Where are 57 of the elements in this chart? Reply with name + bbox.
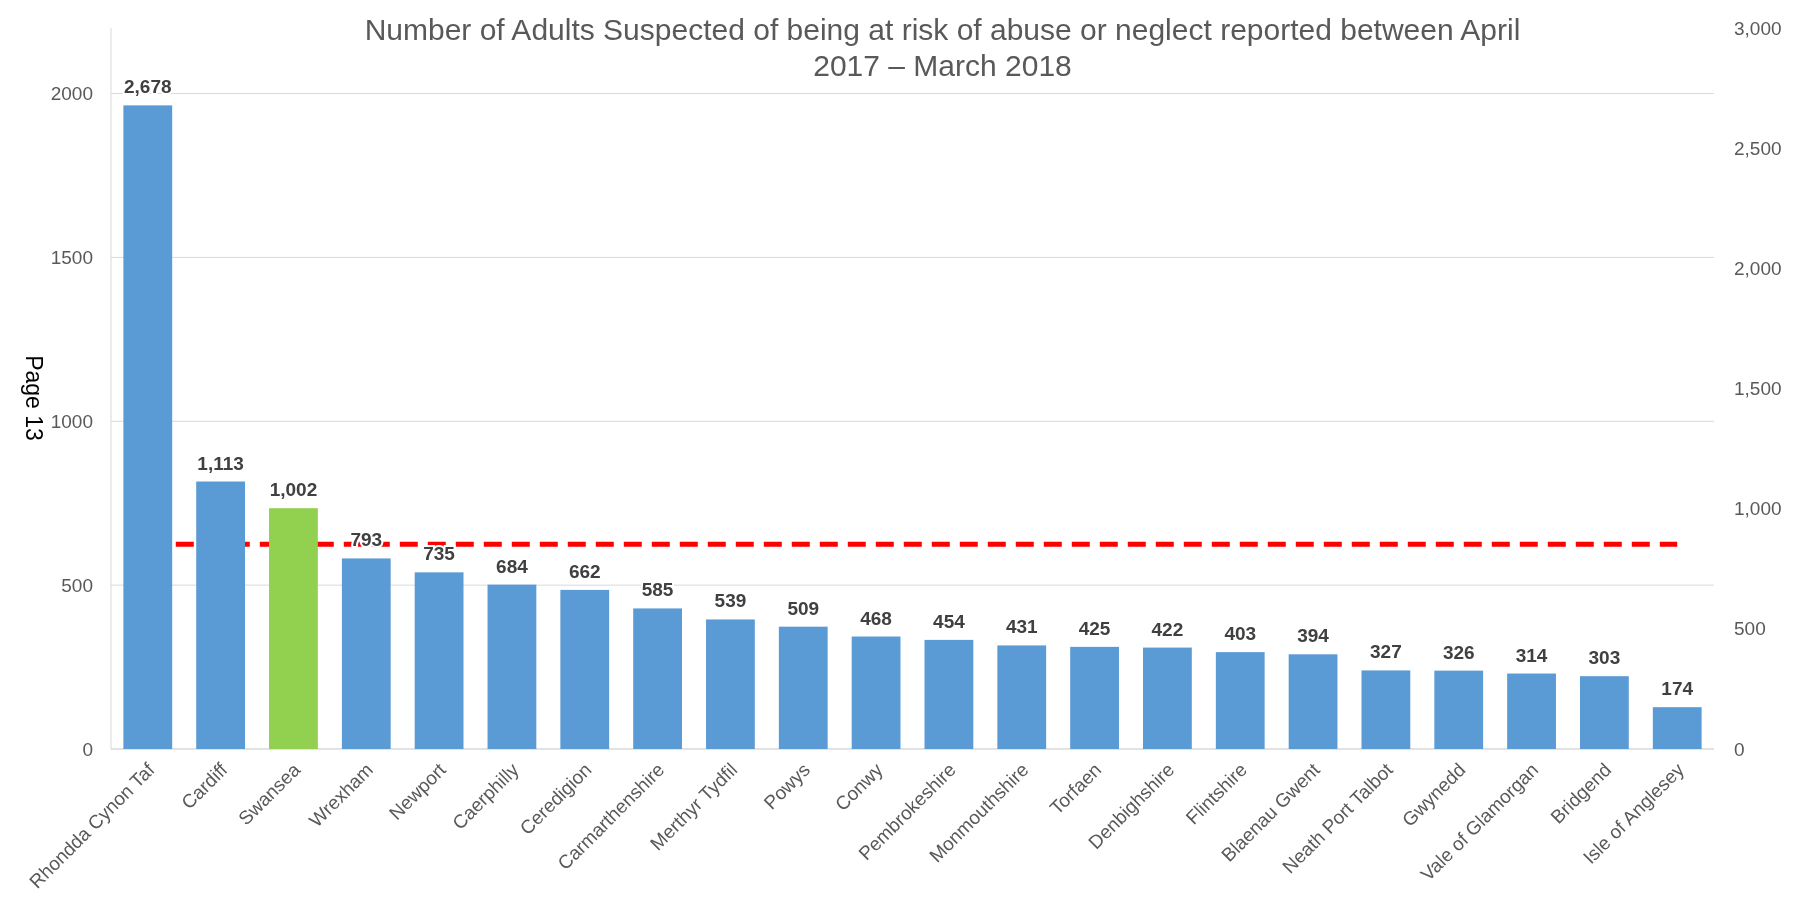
data-label: 174 — [1661, 678, 1694, 700]
data-label: 403 — [1224, 623, 1257, 645]
y2-tick-label: 1,500 — [1734, 378, 1782, 400]
bar — [196, 481, 246, 749]
data-label: 314 — [1515, 644, 1548, 666]
data-label: 509 — [787, 597, 820, 619]
y-tick-label: 500 — [61, 574, 93, 596]
bar — [1579, 676, 1629, 749]
data-label: 425 — [1078, 617, 1111, 639]
data-label: 303 — [1588, 647, 1621, 669]
data-label: 662 — [568, 560, 601, 582]
bar — [778, 626, 828, 749]
bar — [1434, 670, 1484, 749]
bar — [414, 572, 464, 749]
y-tick-label: 1000 — [50, 410, 93, 432]
bar — [1070, 646, 1119, 749]
data-label: 422 — [1151, 618, 1184, 640]
bar — [1507, 673, 1556, 749]
data-label: 539 — [714, 590, 747, 612]
data-label: 1,113 — [197, 452, 244, 474]
bar — [706, 619, 755, 749]
data-label: 326 — [1442, 641, 1475, 663]
y-tick-label: 1500 — [50, 247, 93, 269]
data-label: 431 — [1005, 616, 1039, 638]
bar — [1652, 707, 1702, 749]
bar — [269, 508, 318, 749]
data-label: 585 — [641, 579, 674, 601]
bar — [123, 105, 173, 749]
data-label: 684 — [496, 555, 529, 577]
y2-tick-label: 0 — [1734, 738, 1745, 760]
text: Page 13 — [21, 355, 47, 441]
bar — [1143, 647, 1192, 749]
y2-tick-label: 3,000 — [1734, 17, 1782, 39]
bar — [560, 589, 610, 749]
y-tick-label: 0 — [82, 738, 93, 760]
y2-tick-label: 500 — [1734, 618, 1766, 640]
chart-title: Number of Adults Suspected of being at risk of abuse or neglect reported between April 2017 – March 2018 — [364, 13, 1521, 82]
bar — [997, 645, 1047, 749]
data-label: 394 — [1297, 625, 1330, 647]
data-label: 2,678 — [124, 76, 172, 98]
y2-tick-label: 1,000 — [1734, 498, 1782, 520]
y2-tick-label: 2,500 — [1734, 137, 1782, 159]
data-label: 735 — [423, 543, 456, 565]
bar — [633, 608, 682, 749]
bar — [341, 558, 391, 749]
bar — [851, 636, 901, 749]
bar — [487, 584, 537, 749]
y2-tick-label: 2,000 — [1734, 257, 1782, 279]
data-label: 327 — [1370, 641, 1402, 663]
y-tick-label: 2000 — [50, 83, 93, 105]
data-label: 454 — [933, 610, 966, 632]
bar — [1215, 652, 1265, 749]
data-label: 1,002 — [269, 479, 318, 501]
bar — [924, 639, 974, 749]
bar — [1361, 670, 1411, 749]
bar — [1288, 654, 1338, 749]
data-label: 468 — [860, 607, 892, 629]
